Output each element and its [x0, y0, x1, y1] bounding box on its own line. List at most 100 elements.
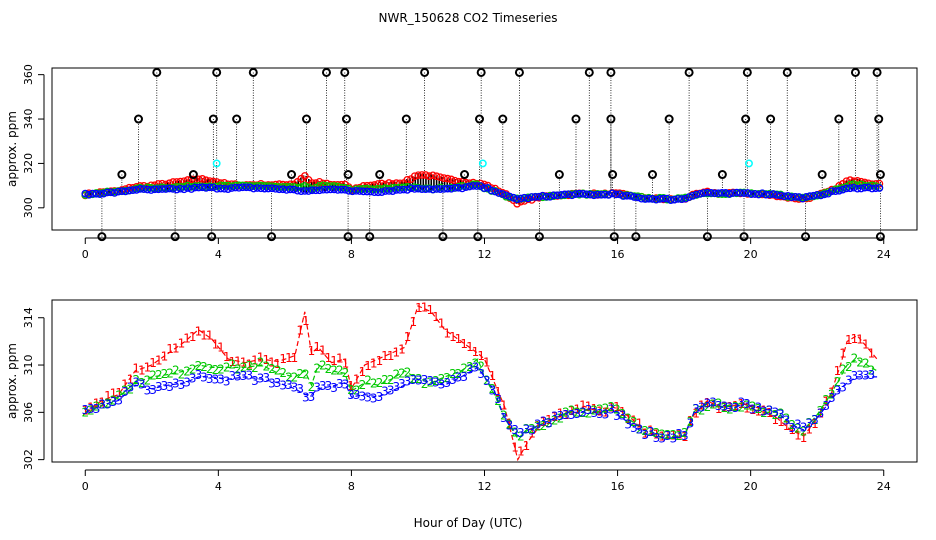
- series3-point-label: 3: [856, 369, 864, 383]
- series3-point-label: 3: [528, 424, 536, 438]
- series1-point-label: 1: [500, 399, 508, 413]
- series3-point-label: 3: [87, 402, 95, 416]
- flagged-point-marker: [365, 232, 375, 242]
- series1-point-label: 1: [511, 441, 519, 455]
- flagged-point-marker: [834, 114, 844, 124]
- series3-marker: [139, 185, 148, 193]
- series2-point-label: 2: [110, 393, 118, 407]
- series3-point-label: 3: [607, 403, 615, 417]
- x-tick-label: 8: [348, 480, 355, 493]
- series2-point-label: 2: [692, 402, 700, 416]
- x-tick-label: 12: [478, 248, 492, 261]
- y-tick-label: 340: [22, 109, 35, 130]
- series1-point-label: 1: [766, 406, 774, 420]
- series3-point-label: 3: [517, 426, 525, 440]
- series1-point-label: 1: [381, 349, 389, 363]
- series2-point-label: 2: [528, 422, 536, 436]
- series2-point-label: 2: [687, 415, 695, 429]
- series3-marker: [531, 193, 540, 201]
- series2-point-label: 2: [466, 360, 474, 374]
- series2-point-label: 2: [788, 418, 796, 432]
- series3-marker: [637, 194, 646, 203]
- series3-marker: [279, 185, 287, 194]
- series3-marker: [579, 190, 587, 198]
- series1-point-label: 1: [551, 410, 559, 424]
- series2-point-label: 2: [828, 388, 836, 402]
- series3-point-label: 3: [421, 373, 429, 387]
- series3-point-label: 3: [636, 423, 644, 437]
- series3-point-label: 3: [687, 417, 695, 431]
- series3-marker: [571, 190, 580, 198]
- series2-point-label: 2: [851, 351, 859, 365]
- series3-point-label: 3: [223, 375, 231, 389]
- series3-point-label: 3: [681, 429, 689, 443]
- series3-point-label: 3: [726, 401, 734, 415]
- series1-point-label: 1: [851, 332, 859, 346]
- series3-point-label: 3: [387, 383, 395, 397]
- series1-marker: [432, 172, 441, 181]
- series3-marker: [429, 185, 437, 194]
- top-y-axis-label: approx. ppm: [5, 111, 19, 187]
- series1-point-label: 1: [336, 351, 344, 365]
- bottom-plot-frame: [51, 299, 918, 463]
- series3-marker: [161, 185, 170, 193]
- bottom-data-marks: 1111111111111111111111111111111111111111…: [81, 301, 878, 462]
- series3-marker: [619, 192, 628, 200]
- series3-marker: [209, 183, 218, 192]
- flagged-point-marker: [817, 170, 827, 180]
- flagged-point-marker: [850, 67, 860, 77]
- series2-point-label: 2: [161, 367, 169, 381]
- series3-point-label: 3: [721, 399, 729, 413]
- series3-marker: [703, 188, 712, 197]
- series3-point-label: 3: [737, 396, 745, 410]
- series2-point-label: 2: [347, 383, 355, 397]
- series3-marker: [795, 193, 803, 201]
- x-tick-label: 16: [611, 480, 625, 493]
- series2-point-label: 2: [715, 397, 723, 411]
- series2-point-label: 2: [166, 367, 174, 381]
- series3-marker: [590, 191, 598, 200]
- series3-point-label: 3: [788, 421, 796, 435]
- series3-marker: [597, 190, 606, 199]
- y-tick-label: 302: [22, 449, 35, 470]
- series2-point-label: 2: [155, 368, 163, 382]
- series3-marker: [172, 185, 181, 194]
- series1-marker: [447, 175, 456, 184]
- series2-point-label: 2: [557, 411, 565, 425]
- series2-point-label: 2: [664, 428, 672, 442]
- series3-marker: [425, 185, 434, 193]
- series3-marker: [677, 195, 686, 203]
- series3-marker: [311, 186, 320, 195]
- series2-point-label: 2: [834, 375, 842, 389]
- series3-marker: [871, 184, 880, 193]
- series3-point-label: 3: [217, 373, 225, 387]
- series3-point-label: 3: [392, 380, 400, 394]
- series2-point-label: 2: [506, 417, 514, 431]
- series1-point-label: 1: [517, 445, 525, 459]
- series1-point-label: 1: [353, 372, 361, 386]
- series3-marker: [392, 185, 401, 194]
- flagged-point-marker: [375, 170, 385, 180]
- series3-marker: [780, 192, 789, 201]
- series1-point-label: 1: [590, 402, 598, 416]
- series2-point-label: 2: [313, 362, 321, 376]
- series1-point-label: 1: [783, 419, 791, 433]
- series3-point-label: 3: [319, 379, 327, 393]
- series3-point-label: 3: [698, 400, 706, 414]
- series3-marker: [290, 185, 298, 194]
- series3-marker: [557, 190, 565, 199]
- series3-point-label: 3: [828, 391, 836, 405]
- series3-point-label: 3: [613, 409, 621, 423]
- series3-marker: [132, 186, 141, 194]
- flagged-point-marker: [801, 232, 811, 242]
- series3-point-label: 3: [573, 407, 581, 421]
- series1-point-label: 1: [132, 361, 140, 375]
- series3-marker: [740, 189, 748, 197]
- series1-point-label: 1: [670, 428, 678, 442]
- series3-marker: [762, 190, 770, 199]
- series3-marker: [472, 182, 481, 190]
- bottom-y-axis-label: approx. ppm: [5, 343, 19, 419]
- flagged-point-marker: [302, 114, 312, 124]
- series3-marker: [352, 186, 360, 195]
- series2-point-label: 2: [285, 371, 293, 385]
